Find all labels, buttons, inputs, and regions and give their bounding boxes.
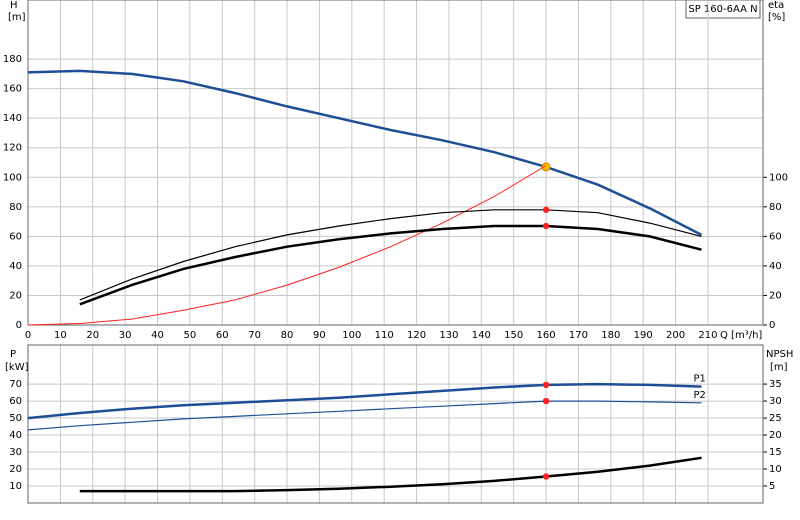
duty-point bbox=[541, 162, 551, 172]
series-label: P2 bbox=[693, 390, 705, 401]
curve bbox=[27, 69, 703, 237]
x-tick-label: 210 bbox=[698, 330, 717, 341]
x-tick-label: 190 bbox=[634, 330, 653, 341]
y-tick-label: 120 bbox=[3, 143, 22, 154]
x-tick-label: 130 bbox=[439, 330, 458, 341]
title-box bbox=[685, 0, 761, 19]
y2-tick-label: 35 bbox=[769, 379, 782, 390]
y-tick-label: 100 bbox=[3, 172, 22, 183]
y2-tick-label: 40 bbox=[769, 261, 782, 272]
x-tick-label: 200 bbox=[666, 330, 685, 341]
x-tick-label: 30 bbox=[119, 330, 132, 341]
plot-frame bbox=[27, 0, 764, 326]
x-tick-label: 160 bbox=[537, 330, 556, 341]
y-tick-label: 30 bbox=[9, 447, 22, 458]
duty-point bbox=[542, 222, 550, 230]
y-tick-label: 20 bbox=[9, 290, 22, 301]
curve bbox=[27, 165, 547, 326]
plot-frame bbox=[27, 344, 764, 504]
x-tick-label: 180 bbox=[601, 330, 620, 341]
x-tick-label: 40 bbox=[151, 330, 164, 341]
y2-axis-unit: [%] bbox=[768, 12, 785, 23]
y-axis-label: H bbox=[10, 0, 18, 11]
y2-tick-label: 60 bbox=[769, 231, 782, 242]
y-tick-label: 60 bbox=[9, 396, 22, 407]
curve bbox=[79, 224, 702, 306]
y-tick-label: 20 bbox=[9, 464, 22, 475]
x-tick-label: 110 bbox=[375, 330, 394, 341]
y-tick-label: 80 bbox=[9, 202, 22, 213]
curve bbox=[27, 382, 702, 420]
y-axis-unit: [m] bbox=[8, 12, 26, 23]
duty-point bbox=[542, 381, 550, 389]
y-tick-label: 10 bbox=[9, 481, 22, 492]
x-tick-label: 20 bbox=[86, 330, 99, 341]
y-tick-label: 60 bbox=[9, 231, 22, 242]
x-tick-label: 90 bbox=[313, 330, 326, 341]
y-axis-label: P bbox=[10, 349, 16, 360]
y2-tick-label: 30 bbox=[769, 396, 782, 407]
y2-tick-label: 100 bbox=[769, 172, 788, 183]
y-tick-label: 180 bbox=[3, 54, 22, 65]
duty-point bbox=[542, 473, 550, 480]
duty-point bbox=[542, 397, 550, 405]
y2-tick-label: 10 bbox=[769, 464, 782, 475]
y-tick-label: 50 bbox=[9, 413, 22, 424]
x-tick-label: 0 bbox=[25, 330, 31, 341]
x-tick-label: 140 bbox=[472, 330, 491, 341]
y-tick-label: 140 bbox=[3, 113, 22, 124]
curve bbox=[79, 456, 702, 493]
y2-tick-label: 15 bbox=[769, 447, 782, 458]
x-tick-label: 120 bbox=[407, 330, 426, 341]
x-tick-label: 50 bbox=[184, 330, 197, 341]
y-tick-label: 70 bbox=[9, 379, 22, 390]
y-axis-unit: [kW] bbox=[5, 362, 29, 373]
series-label: P1 bbox=[693, 374, 705, 385]
chart-title: SP 160-6AA N bbox=[688, 4, 757, 15]
y2-tick-label: 0 bbox=[769, 320, 775, 331]
curve bbox=[27, 400, 702, 431]
x-tick-label: 100 bbox=[342, 330, 361, 341]
y2-tick-label: 25 bbox=[769, 413, 782, 424]
duty-point bbox=[542, 206, 550, 213]
y-tick-label: 160 bbox=[3, 84, 22, 95]
y2-axis-unit: [m] bbox=[770, 362, 788, 373]
x-tick-label: 170 bbox=[569, 330, 588, 341]
x-tick-label: 70 bbox=[248, 330, 261, 341]
curve bbox=[79, 209, 702, 301]
x-tick-label: 80 bbox=[281, 330, 294, 341]
y-tick-label: 40 bbox=[9, 430, 22, 441]
y2-axis-label: eta bbox=[768, 0, 784, 11]
x-tick-label: 150 bbox=[504, 330, 523, 341]
y2-tick-label: 5 bbox=[769, 481, 775, 492]
y-tick-label: 40 bbox=[9, 261, 22, 272]
x-tick-label: 10 bbox=[54, 330, 67, 341]
y2-tick-label: 20 bbox=[769, 430, 782, 441]
y2-tick-label: 20 bbox=[769, 290, 782, 301]
y-tick-label: 0 bbox=[16, 320, 22, 331]
y2-tick-label: 80 bbox=[769, 202, 782, 213]
x-tick-label: 60 bbox=[216, 330, 229, 341]
y2-axis-label: NPSH bbox=[766, 349, 793, 360]
x-axis-label: Q [m³/h] bbox=[720, 330, 762, 341]
